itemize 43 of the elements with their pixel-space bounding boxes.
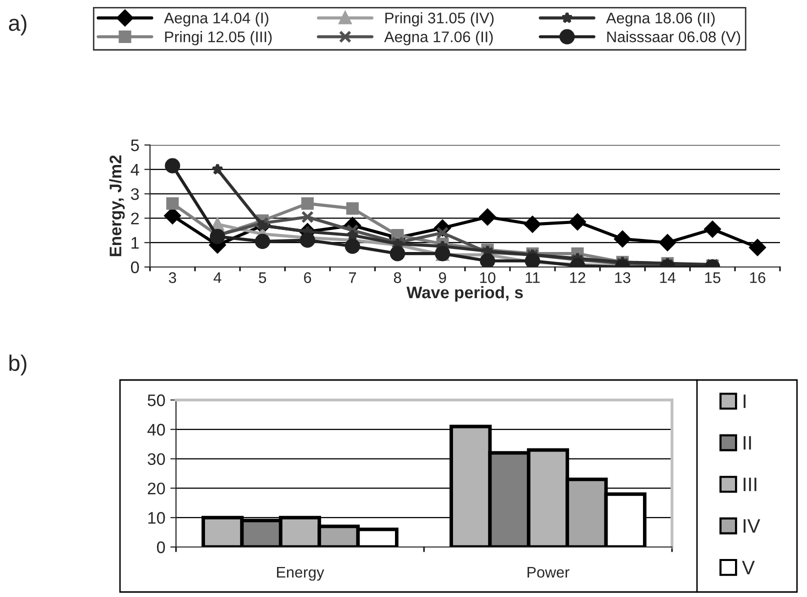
y-tick-label: 5	[130, 140, 139, 152]
legend-label: I	[744, 394, 746, 408]
x-tick-label: 15	[705, 272, 720, 284]
x-tick-label: 14	[660, 272, 676, 283]
x-tick-label: 9	[438, 272, 446, 284]
x-tick-label: 5	[258, 272, 266, 284]
legend-label: Aegna 17.06 (II)	[384, 31, 493, 46]
y-tick-label: 10	[148, 512, 165, 524]
x-tick-label: Energy	[277, 567, 324, 581]
y-tick-label: 0	[156, 541, 165, 554]
y-tick-label: 20	[148, 482, 165, 494]
legend-label: Naisssaar 06.08 (V)	[607, 31, 740, 46]
legend-label: Pringi 12.05 (III)	[165, 31, 272, 46]
legend-label: Aegna 14.04 (I)	[164, 12, 268, 26]
x-tick-label: 13	[615, 272, 630, 284]
x-tick-label: 16	[750, 272, 766, 284]
legend-label: V	[742, 560, 755, 574]
x-tick-label: 3	[168, 272, 176, 284]
legend-label: III	[744, 478, 756, 492]
x-tick-label: 6	[304, 272, 312, 284]
text: a)	[8, 14, 26, 36]
text: b)	[9, 354, 26, 376]
y-tick-label: 0	[130, 261, 139, 274]
x-tick-label: 10	[480, 272, 496, 284]
x-axis-title: Wave period, s	[406, 286, 523, 302]
x-tick-label: 12	[570, 272, 586, 283]
x-tick-label: 11	[526, 272, 540, 283]
x-tick-label: 7	[349, 272, 356, 283]
legend-label: IV	[744, 519, 760, 533]
y-tick-label: 2	[131, 212, 139, 224]
x-tick-label: 8	[394, 272, 402, 284]
y-tick-label: 30	[148, 453, 165, 466]
y-tick-label: 40	[147, 424, 165, 436]
y-tick-label: 4	[130, 164, 140, 176]
legend-label: II	[744, 436, 751, 450]
x-tick-label: Power	[528, 567, 570, 578]
y-tick-label: 50	[148, 394, 165, 406]
legend-label: Pringi 31.05 (IV)	[385, 12, 494, 26]
legend-label: Aegna 18.06 (II)	[606, 12, 715, 26]
x-tick-label: 4	[214, 272, 222, 283]
y-tick-label: 1	[132, 237, 139, 249]
y-axis-title: Energy, J/m2	[109, 155, 125, 256]
y-tick-label: 3	[130, 188, 139, 200]
